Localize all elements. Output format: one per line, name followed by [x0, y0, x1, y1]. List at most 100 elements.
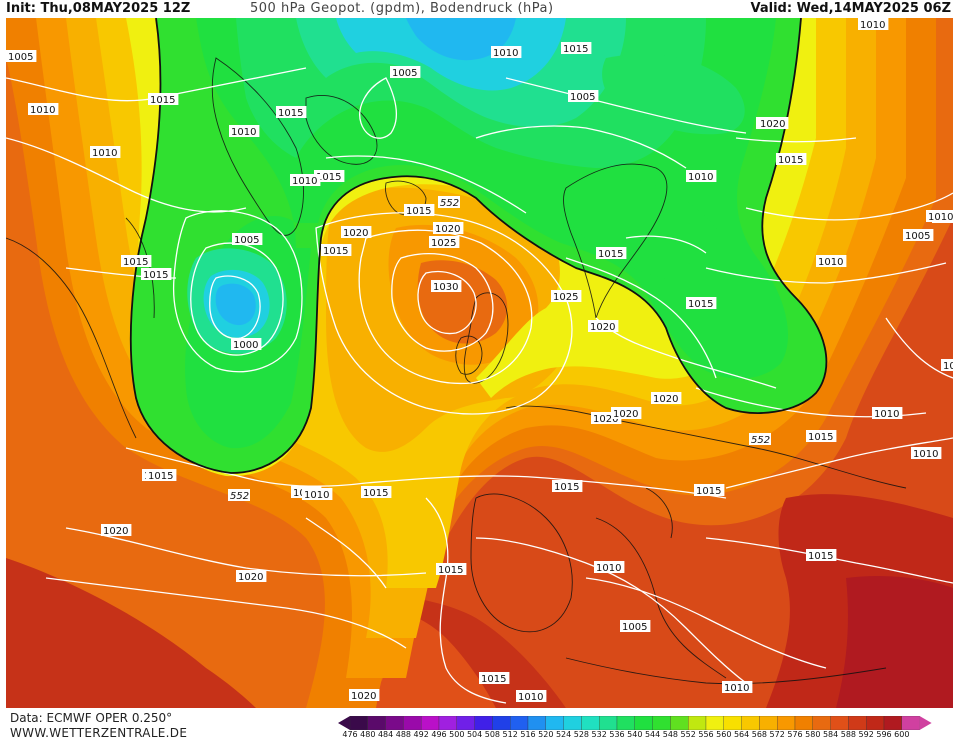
isobar-label: 1015: [554, 482, 579, 493]
scale-value-label: 524: [555, 730, 572, 739]
scale-swatch: [901, 716, 920, 730]
contour-label-bg: [552, 480, 583, 492]
contour-labels: 1005 1010 1010 1015 1015 1010 1015 1015 1010 1015…: [6, 18, 953, 703]
scale-swatch: [848, 716, 867, 730]
isobar-label: 1025: [431, 238, 456, 249]
isobar-label: 1015: [150, 95, 175, 106]
contour-label-bg: [232, 233, 263, 245]
isobar-label: 1020: [351, 691, 376, 702]
isobar-label: 1005: [234, 235, 259, 246]
scale-value-label: 572: [769, 730, 785, 739]
isobar-label: 1000: [233, 340, 258, 351]
scale-arrow-right: [919, 716, 932, 730]
scale-value-label: 556: [698, 730, 714, 739]
scale-value-label: 528: [573, 730, 590, 739]
contour-label-bg: [491, 46, 522, 58]
scale-swatch: [563, 716, 582, 730]
isobar-label: 1010: [92, 148, 117, 159]
scale-value-label: 596: [876, 730, 892, 739]
scale-swatch: [492, 716, 511, 730]
scale-swatch: [581, 716, 600, 730]
isobar-label: 1010: [913, 449, 938, 460]
contour-label-bg: [926, 210, 953, 222]
isobar-label: 1010: [231, 127, 256, 138]
valid-time: Valid: Wed,14MAY2025 06Z: [750, 1, 951, 16]
isobar-label: 1010: [292, 176, 317, 187]
color-scale-bar: [338, 716, 932, 730]
scale-swatch: [670, 716, 689, 730]
isobar-label: 1010: [943, 361, 953, 372]
isobar-label: 1015: [323, 246, 348, 257]
trough-scandinavia: [566, 174, 730, 284]
isobar-label: 1005: [622, 622, 647, 633]
weather-map: 1005 1010 1010 1015 1015 1010 1015 1015 1010 1015…: [6, 18, 953, 708]
isobar-label: 1015: [481, 674, 506, 685]
isobar-label: 1030: [433, 282, 458, 293]
coastlines: [6, 57, 907, 685]
contour-label-bg: [361, 486, 392, 498]
isobar-label: 1010: [818, 257, 843, 268]
scale-swatch: [616, 716, 635, 730]
isobar-label: 1010: [493, 48, 518, 59]
contour-label-bg: [722, 681, 753, 693]
contour-label-bg: [101, 524, 132, 536]
contour-label-bg: [758, 117, 789, 129]
isobar-label: 1015: [123, 257, 148, 268]
geopotential-band-524: [406, 18, 516, 61]
contour-label-bg: [321, 244, 352, 256]
scale-value-label: 540: [627, 730, 643, 739]
cutoff-low-core: [215, 283, 256, 326]
contour-label-bg: [806, 430, 837, 442]
contour-label-bg: [433, 222, 464, 234]
scale-value-label: 584: [822, 730, 839, 739]
scale-swatch: [456, 716, 475, 730]
scale-swatch: [812, 716, 831, 730]
isobar-label: 1010: [724, 683, 749, 694]
website-credit: WWW.WETTERZENTRALE.DE: [10, 726, 188, 740]
scale-value-label: 560: [716, 730, 732, 739]
scale-value-label: 532: [591, 730, 607, 739]
contour-label-bg: [872, 407, 903, 419]
contour-label-bg: [121, 255, 152, 267]
isobar-label: 1020: [760, 119, 785, 130]
contour-label-bg: [6, 50, 37, 62]
isobar-label: 1005: [570, 92, 595, 103]
scale-value-label: 504: [466, 730, 483, 739]
geopotential-band-596: [836, 576, 953, 708]
scale-value-label: 564: [733, 730, 750, 739]
contour-label-bg: [290, 174, 321, 186]
contour-label-bg: [551, 290, 582, 302]
scale-value-label: 508: [484, 730, 501, 739]
scale-value-label: 592: [858, 730, 874, 739]
trough-north-east: [602, 54, 745, 135]
contour-label-bg: [229, 125, 260, 137]
contour-label-bg: [429, 236, 460, 248]
contour-label-bg: [588, 320, 619, 332]
scale-swatch: [349, 716, 368, 730]
scale-swatch: [759, 716, 778, 730]
scale-swatch: [438, 716, 457, 730]
contour-label-bg: [431, 280, 462, 292]
scale-value-label: 496: [431, 730, 447, 739]
isobar-label: 1015: [406, 206, 431, 217]
contour-label-bg: [479, 672, 510, 684]
contour-label-bg: [806, 549, 837, 561]
scale-value-label: 552: [680, 730, 696, 739]
scale-swatch: [777, 716, 796, 730]
isobar-label: 1020: [653, 394, 678, 405]
scale-value-label: 520: [538, 730, 554, 739]
contour-label-bg: [941, 359, 953, 371]
contour-label-bg: [302, 488, 333, 500]
map-footer: Data: ECMWF OPER 0.250° WWW.WETTERZENTRA…: [0, 708, 959, 741]
contour-label-bg: [651, 392, 682, 404]
scale-swatch: [794, 716, 813, 730]
scale-value-label: 548: [662, 730, 679, 739]
contour-label-bg: [436, 563, 467, 575]
isobars: [6, 67, 953, 704]
scale-value-label: 516: [520, 730, 536, 739]
contour-label-bg: [390, 66, 421, 78]
scale-value-label: 480: [360, 730, 376, 739]
contour-label-bg: [341, 226, 372, 238]
contour-label-bg: [594, 561, 625, 573]
map-header: Init: Thu,08MAY2025 12Z 500 hPa Geopot. …: [0, 0, 959, 18]
